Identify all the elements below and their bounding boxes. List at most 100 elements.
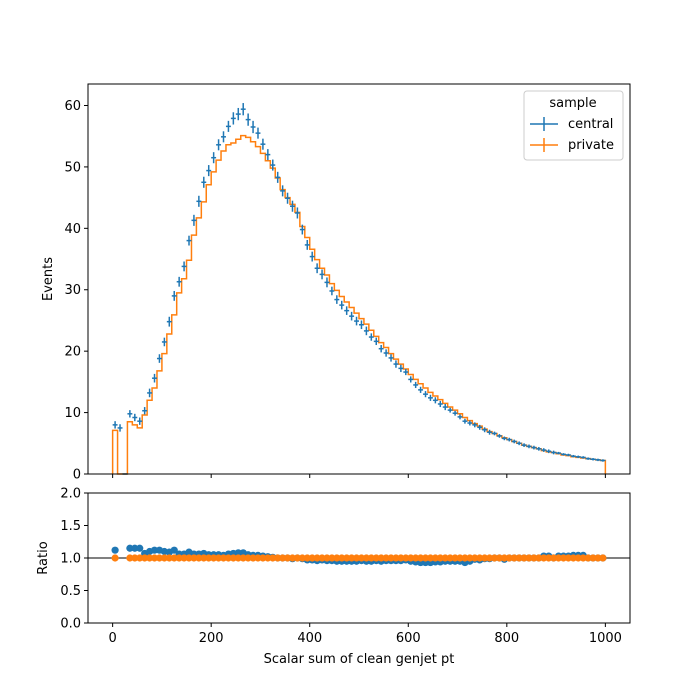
main-y-axis-label: Events <box>41 257 56 301</box>
ratio-point-private <box>338 554 346 562</box>
ratio-point-private <box>141 554 149 562</box>
ratio-point-private <box>150 554 159 562</box>
ratio-point-private <box>569 554 577 562</box>
central-bin <box>152 373 157 383</box>
legend-private-label: private <box>568 138 614 153</box>
central-bin <box>235 107 241 121</box>
ratio-point-private <box>279 554 287 562</box>
ratio-point-private <box>402 554 410 562</box>
ratio-point-private <box>308 554 316 562</box>
ratio-point-private <box>239 554 247 562</box>
ratio-point-private <box>416 554 425 562</box>
ratio-point-private <box>288 554 297 562</box>
central-bin <box>245 113 251 126</box>
central-bin <box>161 337 167 347</box>
central-bin <box>487 429 493 435</box>
ratio-point-private <box>407 554 415 562</box>
ratio-point-private <box>594 554 602 562</box>
central-bin <box>201 176 207 188</box>
central-bin <box>181 261 187 272</box>
ratio-point-private <box>372 554 380 562</box>
ratio-point-private <box>495 554 504 562</box>
ratio-point-private <box>293 554 302 562</box>
central-bin <box>403 368 409 376</box>
central-bin <box>225 120 231 132</box>
ratio-point-private <box>313 554 321 562</box>
ratio-point-private <box>298 554 306 562</box>
ratio-point-central <box>150 546 159 554</box>
central-bin <box>137 417 143 425</box>
ratio-point-private <box>392 554 400 562</box>
ratio-x-tick-label: 800 <box>494 631 519 646</box>
central-bin <box>147 388 153 398</box>
ratio-point-private <box>461 554 469 562</box>
ratio-point-private <box>490 554 499 562</box>
central-bin <box>378 345 384 353</box>
main-y-tick-label: 0 <box>73 468 81 483</box>
central-bin <box>413 381 419 389</box>
ratio-panel: 0.00.51.01.52.0 0 200 400 600 800 1000 Ratio … <box>36 487 631 667</box>
ratio-y-axis-label: Ratio <box>36 541 51 574</box>
ratio-point-private <box>520 554 528 562</box>
ratio-x-tick-label: 400 <box>297 631 322 646</box>
x-axis-label: Scalar sum of clean genjet pt <box>264 652 455 667</box>
ratio-point-central <box>170 546 178 554</box>
central-bin <box>496 434 502 438</box>
ratio-point-private <box>564 554 573 562</box>
central-bin <box>309 251 315 262</box>
central-bin <box>388 354 394 362</box>
central-bin <box>546 449 552 454</box>
ratio-point-private <box>436 554 444 562</box>
central-bin <box>156 354 162 363</box>
central-bin <box>250 120 256 134</box>
central-bin <box>516 441 522 446</box>
ratio-point-private <box>190 554 198 562</box>
ratio-point-private <box>185 554 193 562</box>
ratio-x-tick-label: 200 <box>199 631 224 646</box>
ratio-point-private <box>244 554 252 562</box>
ratio-point-private <box>367 554 375 562</box>
ratio-point-private <box>550 554 558 562</box>
central-bin <box>221 131 226 143</box>
main-x-ticks <box>112 474 606 478</box>
ratio-point-private <box>554 554 563 562</box>
central-bin <box>551 450 557 455</box>
ratio-point-private <box>579 554 587 562</box>
ratio-point-private <box>471 554 479 562</box>
ratio-point-central <box>136 544 144 552</box>
ratio-point-private <box>210 554 218 562</box>
central-bin <box>127 410 133 418</box>
central-bin <box>314 263 320 274</box>
ratio-point-private <box>451 554 459 562</box>
legend-central-label: central <box>568 117 613 132</box>
ratio-point-private <box>155 554 164 562</box>
central-bin <box>142 407 148 415</box>
ratio-point-private <box>466 554 474 562</box>
ratio-point-private <box>584 554 592 562</box>
central-bin <box>393 360 399 368</box>
ratio-point-private <box>426 554 435 562</box>
ratio-y-ticks: 0.0 0.5 1.0 1.5 2.0 <box>60 487 88 632</box>
central-bin <box>329 286 335 296</box>
ratio-point-private <box>303 554 311 562</box>
ratio-point-private <box>343 554 351 562</box>
main-y-tick-label: 30 <box>64 283 81 298</box>
ratio-point-private <box>545 554 553 562</box>
main-y-tick-label: 10 <box>64 406 81 421</box>
central-bin <box>467 420 473 426</box>
central-bin <box>472 422 478 428</box>
legend-entry-central: central <box>530 117 613 132</box>
ratio-point-private <box>456 554 464 562</box>
central-bin <box>240 103 246 116</box>
ratio-y-tick-label: 1.0 <box>60 552 81 567</box>
ratio-x-tick-label: 600 <box>396 631 421 646</box>
ratio-point-private <box>540 554 548 562</box>
ratio-y-tick-label: 0.5 <box>60 584 81 599</box>
ratio-point-private <box>249 554 257 562</box>
ratio-point-private <box>333 554 341 562</box>
ratio-point-private <box>348 554 356 562</box>
ratio-point-private <box>362 554 370 562</box>
main-y-tick-label: 50 <box>64 160 81 175</box>
central-bin <box>452 410 458 416</box>
central-bin <box>447 407 453 413</box>
